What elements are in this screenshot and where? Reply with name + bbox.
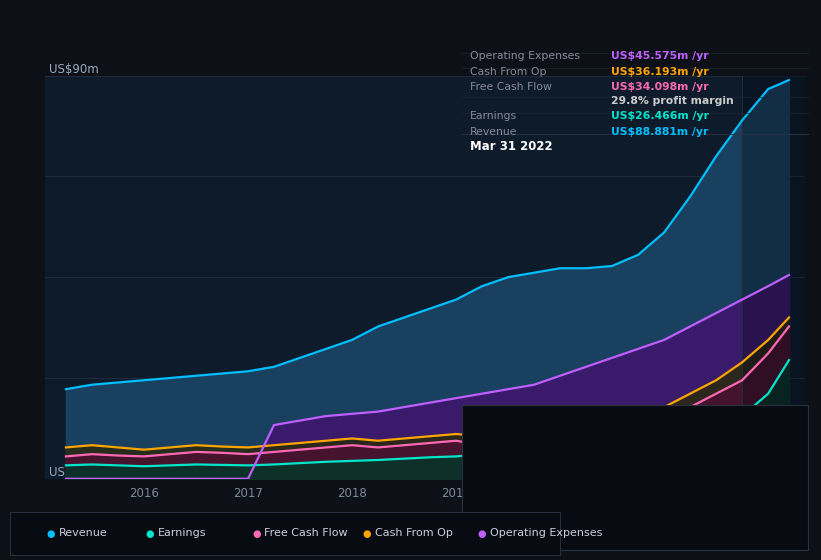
Text: Cash From Op: Cash From Op — [375, 529, 453, 539]
Text: Earnings: Earnings — [158, 529, 206, 539]
Text: ●: ● — [363, 529, 371, 539]
Text: Operating Expenses: Operating Expenses — [470, 51, 580, 61]
Text: 29.8% profit margin: 29.8% profit margin — [612, 96, 734, 106]
Text: US$36.193m /yr: US$36.193m /yr — [612, 67, 709, 77]
Text: Revenue: Revenue — [470, 127, 518, 137]
Text: US$0: US$0 — [49, 466, 80, 479]
Text: Operating Expenses: Operating Expenses — [490, 529, 603, 539]
Text: ●: ● — [252, 529, 260, 539]
Text: Earnings: Earnings — [470, 111, 517, 122]
Text: ●: ● — [47, 529, 55, 539]
Text: Cash From Op: Cash From Op — [470, 67, 547, 77]
Text: Revenue: Revenue — [59, 529, 108, 539]
Text: US$26.466m /yr: US$26.466m /yr — [612, 111, 709, 122]
Text: US$45.575m /yr: US$45.575m /yr — [612, 51, 709, 61]
Text: US$88.881m /yr: US$88.881m /yr — [612, 127, 709, 137]
Text: Free Cash Flow: Free Cash Flow — [470, 82, 552, 92]
Text: Mar 31 2022: Mar 31 2022 — [470, 141, 553, 153]
Text: Free Cash Flow: Free Cash Flow — [264, 529, 348, 539]
Text: ●: ● — [478, 529, 486, 539]
Text: US$34.098m /yr: US$34.098m /yr — [612, 82, 709, 92]
Bar — [742, 76, 805, 479]
Text: ●: ● — [145, 529, 154, 539]
Text: US$90m: US$90m — [49, 63, 99, 76]
